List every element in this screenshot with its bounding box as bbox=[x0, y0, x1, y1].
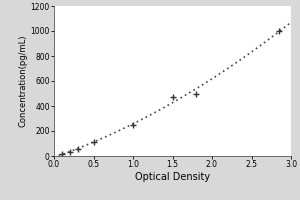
X-axis label: Optical Density: Optical Density bbox=[135, 172, 210, 182]
Y-axis label: Concentration(pg/mL): Concentration(pg/mL) bbox=[19, 35, 28, 127]
